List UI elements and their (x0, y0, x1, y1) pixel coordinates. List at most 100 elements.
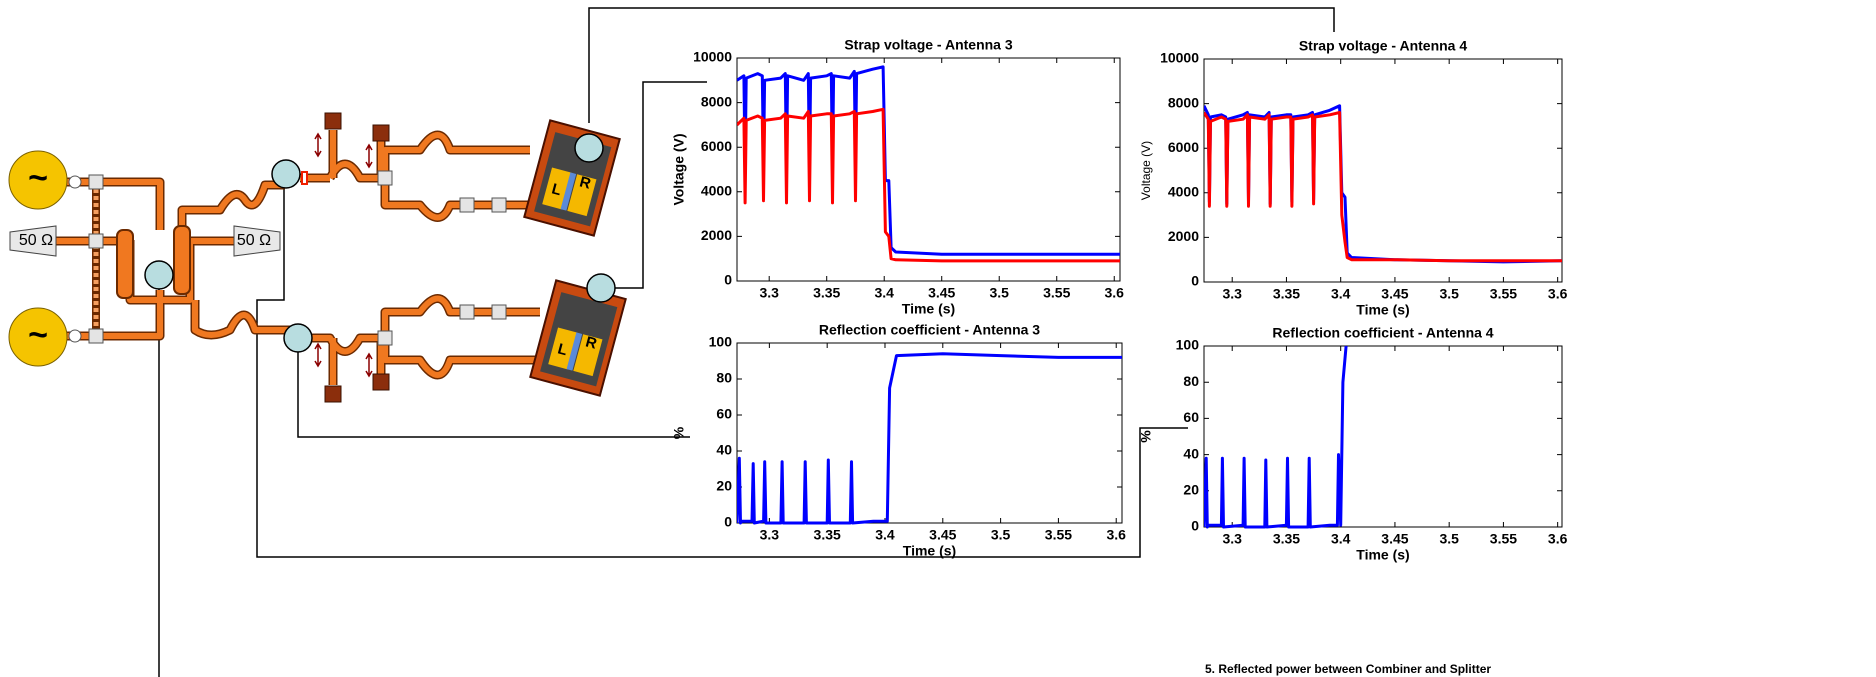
x-tick-label: 3.6 (1105, 285, 1125, 301)
load-label: 50 Ω (237, 232, 271, 249)
y-tick-label: 10000 (1160, 50, 1199, 66)
y-tick-label: 8000 (1168, 94, 1199, 110)
x-tick-label: 3.3 (759, 285, 779, 301)
x-tick-label: 3.3 (760, 527, 780, 543)
x-tick-label: 3.55 (1045, 527, 1072, 543)
y-tick-label: 40 (716, 442, 732, 458)
x-axis-label: Time (s) (902, 301, 955, 317)
y-tick-label: 100 (1176, 337, 1200, 353)
caption: 5. Reflected power between Combiner and … (1205, 662, 1491, 676)
y-tick-label: 60 (716, 406, 732, 422)
x-tick-label: 3.5 (989, 285, 1009, 301)
y-tick-label: 80 (716, 370, 732, 386)
connector (601, 81, 707, 289)
series-line (737, 352, 1122, 525)
strap-label: L (550, 180, 563, 199)
plot-area (1203, 345, 1563, 528)
x-tick-label: 3.5 (1439, 531, 1459, 547)
x-tick-label: 3.5 (1439, 286, 1459, 302)
transmission-lines (40, 130, 540, 385)
series-line (1204, 345, 1348, 529)
x-tick-label: 3.45 (1381, 531, 1408, 547)
series-line (737, 107, 1120, 263)
x-tick-label: 3.6 (1106, 527, 1126, 543)
probe (283, 323, 313, 353)
antenna: L R (529, 279, 627, 397)
circuit-diagram: ~ ~ 50 Ω 50 Ω L R L R 5. Reflected power… (8, 7, 1491, 677)
x-tick-label: 3.45 (1381, 286, 1408, 302)
y-tick-label: 20 (716, 478, 732, 494)
probe (271, 159, 301, 189)
y-tick-label: 8000 (701, 93, 732, 109)
y-tick-label: 10000 (693, 49, 732, 65)
probe (144, 260, 174, 290)
y-axis-label: Voltage (V) (671, 133, 687, 205)
strap-label: R (578, 173, 593, 192)
y-tick-label: 0 (724, 272, 732, 288)
y-axis-label: Voltage (V) (1139, 141, 1153, 200)
probe (574, 133, 604, 163)
x-tick-label: 3.6 (1548, 531, 1568, 547)
x-tick-label: 3.5 (991, 527, 1011, 543)
y-tick-label: 100 (709, 334, 733, 350)
y-tick-label: 20 (1183, 482, 1199, 498)
x-axis-label: Time (s) (903, 543, 956, 559)
series-line (1204, 111, 1562, 263)
x-tick-label: 3.35 (1273, 531, 1300, 547)
plot-area (1203, 58, 1563, 283)
x-tick-label: 3.35 (813, 285, 840, 301)
connector (588, 7, 1335, 123)
x-tick-label: 3.55 (1490, 286, 1517, 302)
x-axis-label: Time (s) (1356, 302, 1409, 318)
y-tick-label: 0 (1191, 273, 1199, 289)
strap-label: R (584, 333, 599, 352)
y-tick-label: 4000 (1168, 184, 1199, 200)
y-tick-label: 60 (1183, 409, 1199, 425)
chart-title: Reflection coefficient - Antenna 4 (1272, 325, 1493, 341)
generator (8, 150, 68, 210)
load (9, 225, 57, 257)
y-tick-label: 40 (1183, 445, 1199, 461)
antenna: L R (523, 119, 621, 237)
y-tick-label: 0 (724, 514, 732, 530)
x-tick-label: 3.45 (929, 527, 956, 543)
strap-label: L (556, 340, 569, 359)
x-axis-label: Time (s) (1356, 547, 1409, 563)
generator-label: ~ (28, 159, 48, 197)
y-tick-label: 2000 (1168, 228, 1199, 244)
x-tick-label: 3.4 (875, 527, 895, 543)
y-tick-label: 6000 (701, 138, 732, 154)
x-tick-label: 3.55 (1490, 531, 1517, 547)
x-tick-label: 3.35 (1273, 286, 1300, 302)
x-tick-label: 3.35 (814, 527, 841, 543)
x-tick-label: 3.4 (1331, 286, 1351, 302)
generator (8, 307, 68, 367)
x-tick-label: 3.4 (1331, 531, 1351, 547)
chart-title: Strap voltage - Antenna 4 (1299, 38, 1468, 54)
y-tick-label: 4000 (701, 183, 732, 199)
x-tick-label: 3.55 (1043, 285, 1070, 301)
connector (256, 174, 1188, 558)
y-axis-label: % (1138, 430, 1154, 443)
x-tick-label: 3.3 (1222, 531, 1242, 547)
connector (297, 338, 690, 438)
load (233, 225, 281, 257)
plot-area (736, 57, 1121, 282)
y-tick-label: 80 (1183, 373, 1199, 389)
x-tick-label: 3.3 (1222, 286, 1242, 302)
load-label: 50 Ω (19, 232, 53, 249)
generator-label: ~ (28, 316, 48, 354)
y-tick-label: 0 (1191, 518, 1199, 534)
probe (586, 273, 616, 303)
x-tick-label: 3.4 (874, 285, 894, 301)
y-axis-label: % (671, 426, 687, 439)
y-tick-label: 6000 (1168, 139, 1199, 155)
x-tick-label: 3.45 (928, 285, 955, 301)
chart-title: Reflection coefficient - Antenna 3 (819, 322, 1040, 338)
y-tick-label: 2000 (701, 227, 732, 243)
chart-title: Strap voltage - Antenna 3 (844, 37, 1013, 53)
stubs (314, 112, 390, 403)
plot-area (736, 342, 1123, 524)
junctions (68, 170, 507, 346)
